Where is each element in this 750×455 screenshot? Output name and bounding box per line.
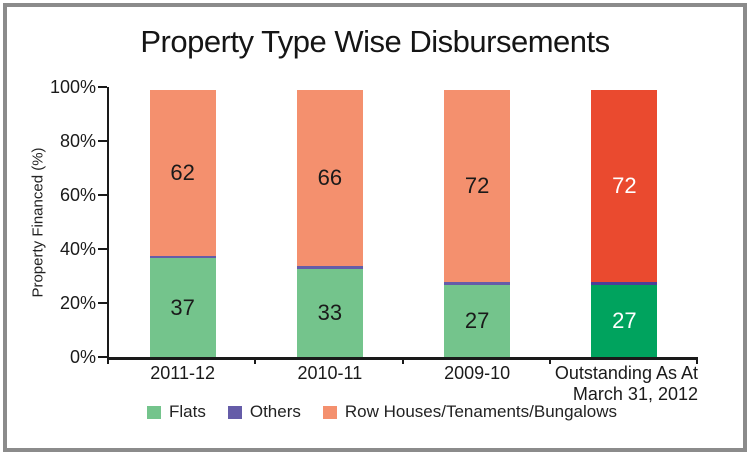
y-tick-label: 100% (49, 77, 96, 97)
legend-swatch-icon (227, 405, 242, 419)
legend-swatch-icon (147, 405, 161, 419)
y-tick-mark (98, 140, 107, 142)
y-tick-label: 80% (59, 131, 96, 151)
legend-item: Flats (147, 402, 206, 422)
category-label: 2011-12 (150, 363, 215, 383)
x-tick-mark (254, 357, 257, 364)
bar-segment-flats (444, 284, 511, 357)
legend: Flats Others Row Houses/Tenaments/Bungalow… (147, 402, 639, 422)
x-tick-mark (548, 357, 551, 364)
bar-segment-others (444, 282, 511, 285)
bar-value-label: 72 (612, 173, 637, 199)
y-tick-label: 0% (69, 347, 96, 367)
bar-segment-flats (149, 258, 216, 357)
category-label: 2010-11 (297, 363, 363, 383)
y-tick-mark (98, 302, 107, 304)
y-tick-mark (98, 86, 107, 88)
bar-segment-others (296, 266, 363, 269)
legend-item: Row Houses/Tenaments/Bungalows (322, 402, 618, 422)
y-tick-label: 20% (59, 293, 96, 313)
y-tick-label: 40% (59, 239, 96, 259)
bar-segment-row-houses-tenaments-bungalows (149, 90, 216, 256)
bar-value-label: 66 (317, 165, 343, 191)
bar-value-label: 27 (464, 307, 490, 333)
bar-segment-row-houses-tenaments-bungalows (591, 90, 658, 283)
bar-segment-flats (591, 284, 658, 357)
bar-segment-row-houses-tenaments-bungalows (296, 90, 363, 267)
chart-title: Property Type Wise Disbursements (140, 24, 610, 59)
bar-segment-flats (296, 268, 363, 357)
y-tick-mark (98, 248, 107, 250)
y-tick-label: 60% (59, 185, 96, 205)
x-tick-mark (696, 357, 698, 364)
legend-item: Others (227, 402, 301, 422)
y-tick-mark (98, 356, 107, 358)
legend-label: Others (249, 402, 301, 421)
bar-value-label: 33 (317, 299, 343, 325)
y-tick-mark (98, 194, 107, 196)
bar-value-label: 72 (464, 173, 490, 199)
bar-segment-others (591, 282, 658, 285)
x-tick-mark (401, 357, 404, 364)
x-tick-mark (107, 357, 109, 364)
bar-segment-row-houses-tenaments-bungalows (444, 90, 511, 283)
legend-label: Flats (169, 402, 206, 421)
category-label: 2009-10 (444, 363, 511, 383)
legend-swatch-icon (322, 405, 337, 419)
bar-value-label: 27 (612, 307, 637, 333)
bar-value-label: 62 (170, 159, 195, 185)
legend-label: Row Houses/Tenaments/Bungalows (344, 402, 618, 421)
bar-value-label: 37 (170, 294, 195, 320)
category-label: Outstanding As At March 31, 2012 (554, 363, 698, 404)
bar-segment-others (149, 255, 216, 259)
